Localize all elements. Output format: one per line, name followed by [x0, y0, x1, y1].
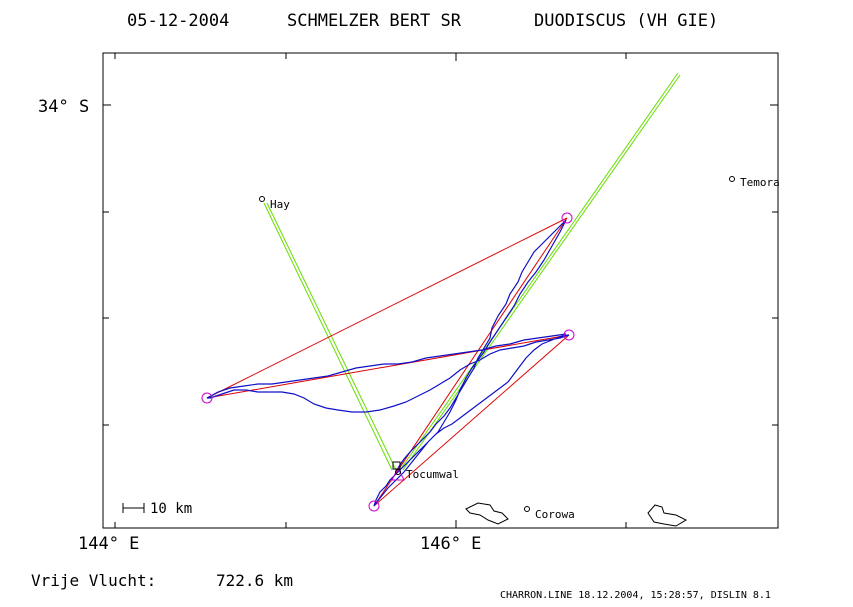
start-marker — [391, 466, 405, 481]
alternate-route-lines — [263, 72, 681, 471]
glider-name: DUODISCUS (VH GIE) — [534, 11, 718, 31]
distance-value: 722.6 km — [216, 571, 293, 590]
turnpoints — [201, 212, 575, 512]
longitude-label-144: 144° E — [78, 534, 139, 554]
distance-label: Vrije Vlucht: — [31, 571, 156, 590]
flight-track — [206, 219, 570, 507]
town-marker-temora — [729, 176, 735, 182]
task-lines — [206, 217, 570, 507]
lake-outline — [647, 504, 688, 527]
scale-bar — [122, 503, 145, 513]
turnpoint-marker — [201, 392, 213, 404]
flight-date: 05-12-2004 — [127, 11, 229, 31]
map-frame — [102, 52, 779, 529]
town-marker-hay — [259, 196, 265, 202]
axis-ticks — [103, 53, 778, 528]
town-label-corowa: Corowa — [535, 508, 575, 521]
longitude-label-146: 146° E — [420, 534, 481, 554]
town-label-hay: Hay — [270, 198, 290, 211]
town-marker-tocumwal — [395, 469, 401, 475]
turnpoint-marker — [563, 329, 575, 341]
pilot-name: SCHMELZER BERT SR — [287, 11, 462, 31]
latitude-label: 34° S — [38, 97, 89, 117]
turnpoint-marker — [561, 212, 573, 224]
scale-label: 10 km — [150, 501, 192, 517]
lake-outline — [465, 502, 509, 525]
town-marker-corowa — [524, 506, 530, 512]
takeoff-marker — [392, 461, 401, 470]
credit-line: CHARRON.LINE 18.12.2004, 15:28:57, DISLI… — [500, 590, 771, 601]
town-label-temora: Temora — [740, 176, 780, 189]
town-label-tocumwal: Tocumwal — [406, 468, 459, 481]
turnpoint-marker — [368, 500, 380, 512]
town-markers — [259, 176, 735, 512]
